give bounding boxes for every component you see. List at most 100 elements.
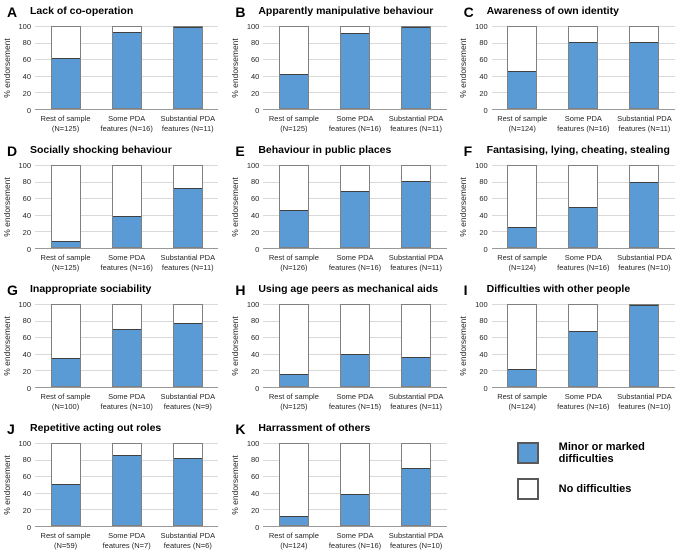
y-axis-ticks: 0 20 40 60 80 100 [13,22,35,113]
x-category-label-line: features (N=16) [557,401,610,411]
x-axis-labels: Rest of sample (N=100) Some PDA features (N… [35,392,218,412]
chart-panel-H: H Using age peers as mechanical aids % end… [228,278,456,417]
y-axis-ticks: 0 20 40 60 80 100 [241,439,263,530]
y-axis-label-text: % endorsement [1,316,12,376]
x-category-label-line: (N=124) [280,540,308,550]
y-tick-label: 40 [250,488,260,498]
x-category-label: Some PDA features (N=16) [324,114,385,134]
y-tick-label: 0 [255,105,260,115]
chart-panel-A: A Lack of co-operation % endorsement 0 20 40 6… [0,0,228,139]
bar-segment-minor-or-marked-difficulties [279,73,308,108]
panel-letter: J [7,421,15,437]
x-category-label: Rest of sample (N=125) [263,392,324,412]
plot-area [491,26,675,110]
y-tick-label: 80 [22,316,31,326]
y-tick-label: 100 [18,21,31,31]
y-axis-label-text: % endorsement [1,177,12,237]
bar-segment-minor-or-marked-difficulties [340,191,369,247]
chart-body: % endorsement 0 20 40 60 80 100 [228,300,456,391]
y-tick-label: 40 [479,210,488,220]
x-category-label-line: Rest of sample [497,114,548,123]
x-category-label-line: features (N=16) [100,262,153,272]
panel-header: C Awareness of own identity [457,4,685,22]
panel-letter: D [7,143,18,159]
x-category-label-line: (N=59) [53,540,78,550]
panel-title: Apparently manipulative behaviour [258,5,434,17]
stacked-bar [629,26,660,109]
x-category-label-line: features (N=10) [618,401,671,411]
panel-title: Behaviour in public places [258,144,392,156]
x-category-label-line: Rest of sample [40,392,91,401]
y-axis-ticks: 0 20 40 60 80 100 [241,300,263,391]
x-category-label-line: features (N=11) [390,123,442,133]
y-axis-label-text: % endorsement [229,177,240,237]
stacked-bar [568,304,599,387]
plot-area [35,304,219,388]
chart-body: % endorsement 0 20 40 60 80 100 [0,439,228,530]
x-axis-labels: Rest of sample (N=124) Some PDA features (N… [492,392,675,412]
x-category-label-line: Substantial PDA [388,531,444,540]
x-axis-labels: Rest of sample (N=125) Some PDA features (N… [263,392,446,412]
y-tick-label: 20 [250,227,260,237]
y-tick-label: 20 [250,505,260,515]
y-tick-label: 20 [479,227,488,237]
y-tick-label: 60 [250,332,260,342]
panel-title: Difficulties with other people [486,283,631,295]
plot-area [35,443,219,527]
x-category-label-line: features (N=16) [328,123,382,133]
x-category-label-line: Substantial PDA [388,253,444,262]
stacked-bar [111,304,142,387]
y-tick-label: 60 [479,193,488,203]
bar-segment-minor-or-marked-difficulties [508,226,537,247]
bar-segment-minor-or-marked-difficulties [112,216,141,247]
x-category-label-line: (N=124) [508,123,536,133]
y-tick-label: 20 [22,366,31,376]
y-axis-label: % endorsement [457,165,470,249]
bars [35,304,218,387]
bars [35,26,218,109]
x-category-label: Rest of sample (N=59) [35,531,96,551]
bars [263,26,446,109]
bar-segment-minor-or-marked-difficulties [630,305,659,386]
x-category-label-line: features (N=10) [389,540,443,550]
bar-segment-minor-or-marked-difficulties [51,358,80,386]
y-tick-label: 80 [22,455,31,465]
chart-panel-B: B Apparently manipulative behaviour % endo… [228,0,456,139]
x-category-label-line: features (N=11) [390,401,442,411]
y-tick-label: 0 [483,383,488,393]
x-axis-labels: Rest of sample (N=126) Some PDA features (N… [263,253,446,273]
x-category-label: Rest of sample (N=125) [35,114,96,134]
x-category-label: Some PDA features (N=16) [553,114,614,134]
y-axis-label: % endorsement [0,26,13,110]
x-category-label: Rest of sample (N=124) [263,531,324,551]
stacked-bar [339,443,370,526]
y-axis-label: % endorsement [228,26,241,110]
x-category-label-line: Rest of sample [268,531,319,540]
x-category-label-line: (N=124) [508,262,536,272]
x-category-label-line: features (N=11) [161,262,214,272]
y-tick-label: 100 [246,21,260,31]
y-axis-label: % endorsement [0,443,13,527]
bar-segment-minor-or-marked-difficulties [173,27,202,108]
bar-segment-minor-or-marked-difficulties [508,369,537,386]
x-category-label-line: Some PDA [564,392,602,401]
x-category-label: Substantial PDA features (N=11) [157,253,218,273]
x-category-label-line: (N=126) [280,262,308,272]
bar-segment-minor-or-marked-difficulties [279,209,308,247]
stacked-bar [172,304,203,387]
x-category-label-line: Substantial PDA [388,392,444,401]
chart-panel-G: G Inappropriate sociability% endorsement 0… [0,278,228,417]
stacked-bar [172,26,203,109]
x-category-label-line: Some PDA [108,114,146,123]
x-category-label: Substantial PDA features (N=6) [157,531,218,551]
chart-panel-F: F Fantasising, lying, cheating, stealing%… [457,139,685,278]
stacked-bar [278,165,309,248]
y-axis-label-text: % endorsement [1,38,12,98]
plot-area [263,26,447,110]
x-axis-labels: Rest of sample (N=125) Some PDA features (N… [263,114,446,134]
panel-title: Lack of co-operation [30,5,134,17]
x-category-label-line: Substantial PDA [160,531,216,540]
stacked-bar [568,26,599,109]
bar-segment-minor-or-marked-difficulties [279,516,308,525]
panel-title: Inappropriate sociability [30,283,152,295]
